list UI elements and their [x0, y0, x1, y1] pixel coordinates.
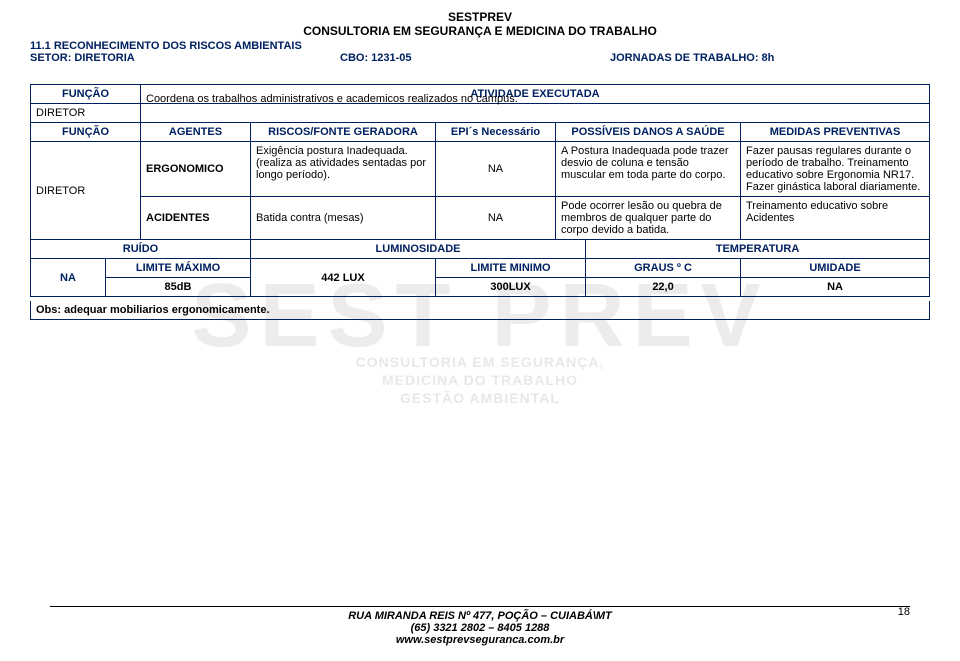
td-atividade: Coordena os trabalhos administrativos e … — [141, 90, 930, 109]
td-risco1: Exigência postura Inadequada. (realiza a… — [251, 142, 436, 197]
watermark-line2: MEDICINA DO TRABALHO — [0, 372, 960, 388]
watermark-line1: CONSULTORIA EM SEGURANÇA, — [0, 354, 960, 370]
footer-site: www.sestprevseguranca.com.br — [0, 634, 960, 646]
td-dano1: A Postura Inadequada pode trazer desvio … — [556, 142, 741, 197]
th-funcao2: FUNÇÃO — [31, 123, 141, 142]
watermark-line3: GESTÃO AMBIENTAL — [0, 390, 960, 406]
th-epi: EPI´s Necessário — [436, 123, 556, 142]
td-epi2: NA — [436, 197, 556, 240]
td-medida2: Treinamento educativo sobre Acidentes — [741, 197, 930, 240]
funcao-atividade-table: FUNÇÃO ATIVIDADE EXECUTADA DIRETOR Coord… — [30, 84, 930, 123]
lbl-na: NA — [31, 259, 106, 297]
td-risco2: Batida contra (mesas) — [251, 197, 436, 240]
lbl-limmin: LIMITE MINIMO — [436, 259, 586, 278]
table-row: DIRETOR ERGONOMICO Exigência postura Ina… — [31, 142, 930, 197]
cbo-label: CBO: 1231-05 — [340, 52, 610, 64]
td-dano2: Pode ocorrer lesão ou quebra de membros … — [556, 197, 741, 240]
td-epi1: NA — [436, 142, 556, 197]
footer-tel: (65) 3321 2802 – 8405 1288 — [0, 622, 960, 634]
th-temp: TEMPERATURA — [586, 240, 930, 259]
val-22: 22,0 — [586, 278, 741, 297]
company-name: SESTPREV — [30, 10, 930, 24]
page-footer: RUA MIRANDA REIS Nº 477, POÇÃO – CUIABÁ\… — [0, 606, 960, 646]
th-agentes: AGENTES — [141, 123, 251, 142]
lbl-graus: GRAUS º C — [586, 259, 741, 278]
th-funcao: FUNÇÃO — [31, 85, 141, 104]
footer-address: RUA MIRANDA REIS Nº 477, POÇÃO – CUIABÁ\… — [0, 610, 960, 622]
th-danos: POSSÍVEIS DANOS A SAÚDE — [556, 123, 741, 142]
page-number: 18 — [898, 606, 910, 618]
th-ruido: RUÍDO — [31, 240, 251, 259]
td-agente1: ERGONOMICO — [141, 142, 251, 197]
riscos-table: FUNÇÃO AGENTES RISCOS/FONTE GERADORA EPI… — [30, 122, 930, 240]
table-row: ACIDENTES Batida contra (mesas) NA Pode … — [31, 197, 930, 240]
setor-label: SETOR: DIRETORIA — [30, 52, 340, 64]
section-title: 11.1 RECONHECIMENTO DOS RISCOS AMBIENTAI… — [30, 40, 930, 52]
val-300lux: 300LUX — [436, 278, 586, 297]
td-medida1: Fazer pausas regulares durante o período… — [741, 142, 930, 197]
th-riscos: RISCOS/FONTE GERADORA — [251, 123, 436, 142]
obs-text: Obs: adequar mobiliarios ergonomicamente… — [30, 301, 930, 320]
jornada-label: JORNADAS DE TRABALHO: 8h — [610, 52, 930, 64]
td-agente2: ACIDENTES — [141, 197, 251, 240]
val-na2: NA — [741, 278, 930, 297]
th-medidas: MEDIDAS PREVENTIVAS — [741, 123, 930, 142]
info-row: SETOR: DIRETORIA CBO: 1231-05 JORNADAS D… — [30, 52, 930, 64]
td-funcao2: DIRETOR — [31, 142, 141, 240]
val-85db: 85dB — [106, 278, 251, 297]
ambiente-table: RUÍDO LUMINOSIDADE TEMPERATURA NA LIMITE… — [30, 239, 930, 297]
lbl-limmax: LIMITE MÁXIMO — [106, 259, 251, 278]
page-header: SESTPREV CONSULTORIA EM SEGURANÇA E MEDI… — [30, 10, 930, 38]
th-lumin: LUMINOSIDADE — [251, 240, 586, 259]
lbl-umid: UMIDADE — [741, 259, 930, 278]
td-funcao: DIRETOR — [31, 104, 141, 123]
val-442lux: 442 LUX — [251, 259, 436, 297]
company-subtitle: CONSULTORIA EM SEGURANÇA E MEDICINA DO T… — [30, 24, 930, 38]
